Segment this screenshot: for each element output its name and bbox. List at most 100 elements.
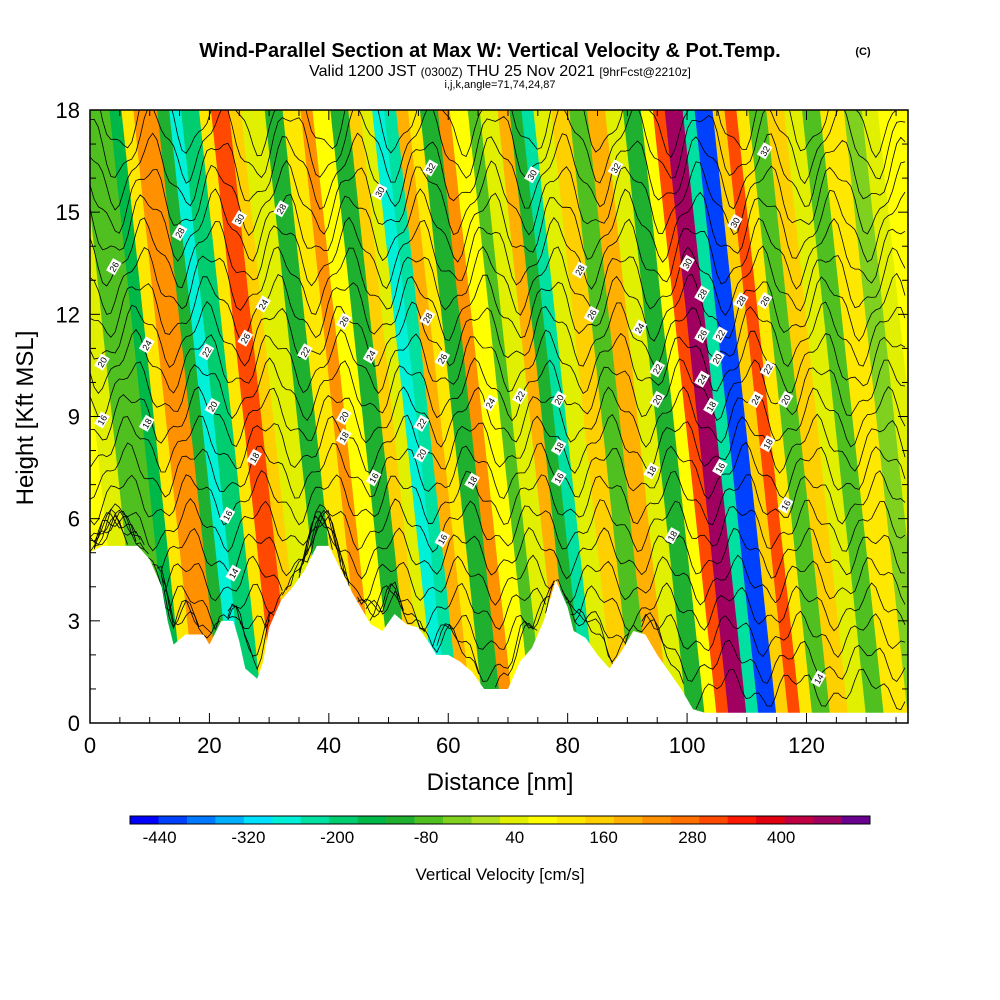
velocity-cell	[133, 110, 226, 723]
isentrope-label-text: 18	[248, 451, 262, 465]
isentrope-label-text: 32	[609, 161, 623, 175]
colorbar-swatch	[300, 816, 330, 824]
isentrope-label: 18	[464, 472, 480, 490]
colorbar-tick-label: 40	[505, 828, 524, 847]
isentrope-label: 20	[204, 397, 221, 415]
isentrope-label: 28	[419, 309, 436, 327]
colorbar-swatch	[756, 816, 785, 824]
velocity-cell	[694, 110, 782, 723]
isentrope-label-text: 18	[761, 437, 775, 451]
velocity-cell	[766, 110, 853, 723]
isentrope-label-bg	[138, 414, 155, 432]
isentrope-label: 28	[732, 292, 749, 310]
isentrope-label-bg	[297, 343, 313, 361]
colorbar-swatch	[556, 816, 586, 824]
colorbar-swatch	[130, 816, 159, 824]
isentrope-label-text: 16	[436, 533, 450, 547]
colorbar-tick-label: 280	[678, 828, 706, 847]
isentrope-label-text: 20	[552, 393, 566, 407]
y-tick-label: 0	[68, 711, 80, 736]
colorbar-frame	[129, 815, 871, 825]
isentrope-label: 24	[747, 390, 764, 409]
isentrope-label-bg	[413, 414, 430, 432]
isentrope-line	[90, 188, 906, 263]
isentrope-label-text: 20	[206, 400, 220, 414]
colorbar-tick-label: -80	[414, 828, 439, 847]
isentrope-label-text: 20	[711, 352, 725, 366]
isentrope-label-bg	[694, 326, 710, 344]
isentrope-line	[90, 159, 906, 237]
isentrope-label-bg	[231, 210, 248, 228]
isentrope-label-bg	[335, 312, 352, 330]
isentrope-line	[90, 386, 906, 448]
isentrope-label: 16	[434, 530, 451, 548]
isentrope-label-bg	[732, 292, 749, 310]
isentrope-label-bg	[649, 360, 666, 378]
colorbar-tick-label: -200	[320, 828, 354, 847]
subtitle-date: THU 25 Nov 2021	[467, 63, 595, 80]
isentrope-label-bg	[712, 326, 728, 344]
isentrope-label-bg	[694, 370, 710, 388]
isentrope-label-bg	[512, 387, 528, 405]
isentrope-label-bg	[482, 394, 498, 412]
isentrope-label: 24	[138, 336, 155, 354]
isentrope-label-bg	[255, 295, 271, 313]
isentrope-label: 30	[231, 210, 248, 228]
colorbar-swatch	[471, 816, 501, 824]
isentrope-label-bg	[434, 350, 451, 368]
isentrope-line	[90, 272, 906, 342]
x-tick-label: 20	[197, 733, 221, 758]
isentrope-label-bg	[759, 360, 776, 378]
chart-title: Wind-Parallel Section at Max W: Vertical…	[199, 40, 780, 62]
isentrope-label-bg	[631, 319, 648, 337]
isentrope-label: 26	[694, 326, 710, 344]
x-tick-label: 60	[436, 733, 460, 758]
isentrope-label: 18	[138, 414, 155, 432]
isentrope-label-text: 20	[651, 393, 665, 407]
isentrope-label-bg	[712, 459, 728, 477]
isentrope-label-text: 22	[714, 328, 728, 342]
colorbar-swatch	[613, 816, 643, 824]
isentrope-label-bg	[225, 564, 242, 582]
isentrope-label: 30	[524, 166, 540, 184]
isentrope-label-text: 28	[573, 263, 587, 277]
isentrope-label: 18	[550, 438, 567, 456]
axis-ticks	[89, 109, 908, 724]
isentrope-label-text: 32	[424, 161, 438, 175]
isentrope-label-text: 22	[761, 362, 775, 376]
isentrope-label-text: 18	[645, 464, 659, 478]
isentrope-line	[90, 216, 906, 290]
isentrope-label: 28	[273, 200, 289, 218]
isentrope-label-text: 24	[257, 298, 271, 312]
isentrope-label: 18	[246, 448, 263, 466]
isentrope-label: 30	[727, 213, 743, 231]
isentrope-label-bg	[362, 346, 379, 364]
colorbar-swatch	[727, 816, 757, 824]
isentrope-label-bg	[550, 390, 567, 409]
isentrope-label-text: 30	[373, 185, 387, 199]
isentrope-line	[90, 509, 906, 580]
isentrope-label: 26	[335, 312, 352, 330]
colorbar-swatch	[585, 816, 615, 824]
isentrope-label-bg	[583, 305, 600, 323]
isentrope-label: 20	[777, 390, 794, 409]
isentrope-label: 22	[649, 360, 666, 378]
isentrope-label-bg	[756, 142, 773, 160]
colorbar-swatch	[329, 816, 358, 824]
velocity-cell	[449, 110, 537, 723]
isentrope-label-bg	[419, 309, 436, 327]
isentrope-label-bg	[106, 258, 122, 276]
isentrope-label-text: 14	[227, 567, 241, 581]
isentrope-label-text: 18	[466, 475, 480, 489]
isentrope-label-text: 20	[96, 355, 110, 369]
y-axis-title: Height [Kft MSL]	[12, 331, 39, 506]
isentrope-label-text: 28	[734, 294, 748, 308]
colorbar-tick-labels: -440 -320 -200 -80 40 160 280 400	[143, 828, 796, 847]
subtitle-valid: Valid 1200 JST	[309, 63, 417, 80]
isentrope-label: 24	[362, 346, 379, 364]
isentrope-label: 22	[413, 414, 430, 432]
isentrope-label-bg	[246, 448, 263, 466]
isentrope-label-text: 32	[758, 144, 772, 158]
isentrope-label-bg	[709, 350, 725, 368]
isentrope-label-text: 26	[758, 294, 772, 308]
